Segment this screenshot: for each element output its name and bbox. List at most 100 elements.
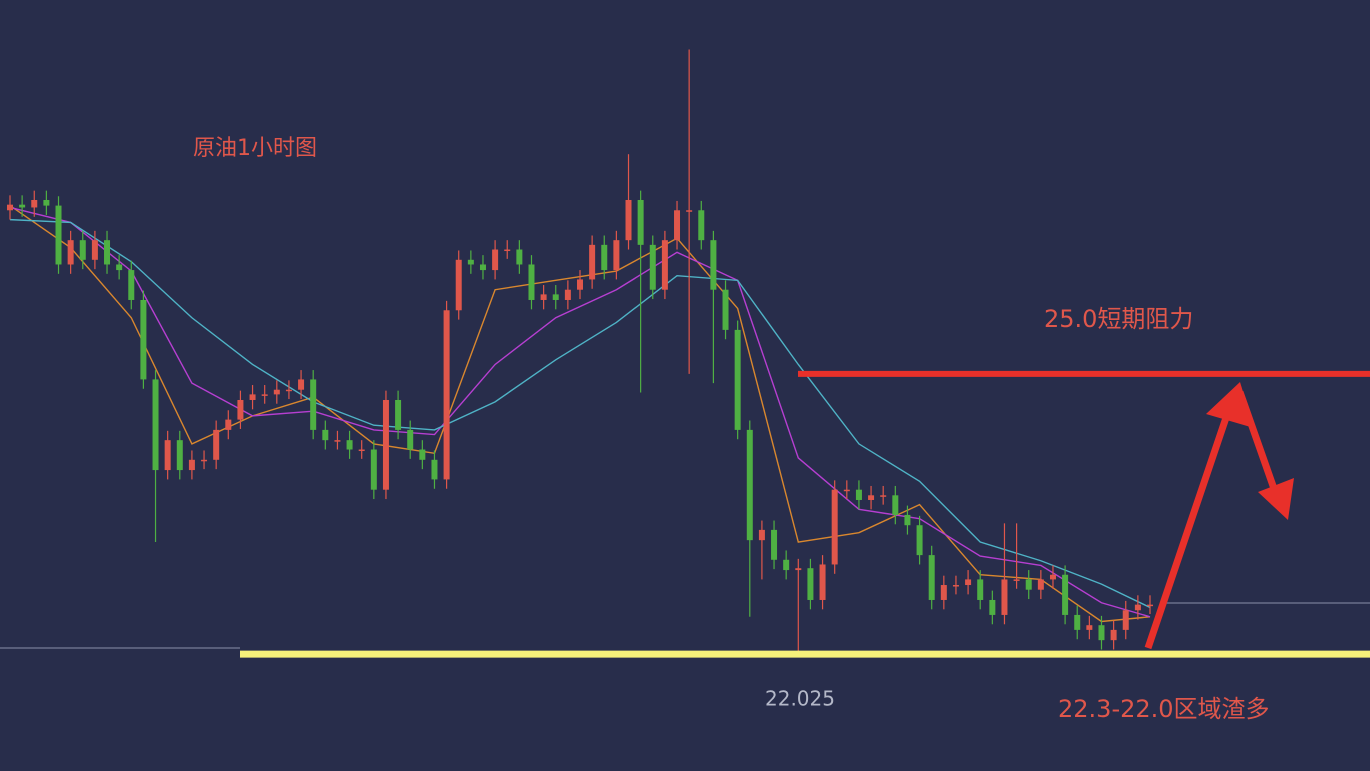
candle-body	[807, 568, 814, 600]
candle-body	[819, 564, 826, 600]
candle-body	[1110, 629, 1117, 641]
candle-body	[771, 529, 778, 560]
candle-body	[310, 379, 317, 430]
candle-body	[686, 210, 693, 212]
marks	[7, 49, 1370, 658]
candle-body	[504, 249, 511, 252]
candle-body	[322, 429, 329, 441]
candle-body	[1134, 604, 1141, 611]
candle-body	[1037, 579, 1044, 590]
candle-body	[407, 429, 414, 450]
candle-body	[795, 568, 802, 571]
candle-body	[868, 495, 875, 500]
candle-body	[965, 579, 972, 586]
candle-body	[358, 449, 365, 452]
candle-body	[467, 259, 474, 265]
candle-body	[540, 294, 547, 300]
candle-body	[637, 199, 644, 245]
candle-body	[552, 294, 559, 300]
arrow-up	[1144, 398, 1236, 650]
candle-body	[140, 299, 147, 380]
candle-body	[783, 559, 790, 571]
support-label: 22.3-22.0区域渣多	[1058, 695, 1270, 723]
candle-body	[431, 459, 438, 480]
candle-body	[443, 310, 450, 480]
candle-body	[128, 270, 135, 300]
candle-body	[1098, 625, 1105, 641]
candle-body	[104, 240, 111, 265]
candle-body	[285, 389, 292, 392]
candle-body	[989, 599, 996, 615]
candle-body	[1025, 579, 1032, 590]
moving-average	[9, 218, 1151, 609]
candle-body	[528, 264, 535, 300]
candle-body	[516, 249, 523, 265]
candle-body	[395, 399, 402, 430]
candle-body	[116, 264, 123, 271]
candle-body	[758, 529, 765, 541]
candle-body	[674, 210, 681, 241]
candle-body	[152, 379, 159, 471]
candle-body	[346, 440, 353, 450]
candle-body	[1013, 579, 1020, 581]
candle-body	[1049, 574, 1056, 580]
candle-body	[298, 379, 305, 390]
candle-body	[370, 449, 377, 490]
arrow	[1144, 382, 1294, 650]
candle-body	[176, 440, 183, 471]
candle-body	[698, 210, 705, 241]
candle-body	[19, 204, 26, 208]
candle-body	[880, 495, 887, 497]
candle-body	[7, 204, 13, 211]
low-label: 22.025	[765, 687, 835, 711]
chart-title: 原油1小时图	[193, 136, 317, 161]
moving-average	[9, 206, 1151, 618]
candle-body	[79, 240, 86, 260]
candle-body	[237, 399, 244, 420]
candle-body	[334, 440, 341, 442]
candle-body	[564, 289, 571, 300]
candle-body	[601, 244, 608, 271]
candle-body	[164, 440, 171, 471]
candle-body	[722, 289, 729, 330]
candle-body	[710, 240, 717, 290]
candle-body	[213, 429, 220, 460]
candle-body	[225, 419, 232, 430]
arrow-down	[1236, 390, 1282, 502]
candle-body	[1074, 614, 1081, 630]
candle-body	[855, 489, 862, 500]
candle-body	[261, 394, 268, 396]
candle-body	[625, 199, 632, 241]
candle-body	[273, 389, 280, 395]
candle-body	[455, 259, 462, 311]
candle-body	[613, 240, 620, 271]
candle-body	[940, 585, 947, 600]
candle-body	[928, 555, 935, 600]
candle-body	[31, 199, 38, 208]
candle-body	[492, 249, 499, 271]
candle-body	[734, 329, 741, 430]
candle-body	[589, 244, 596, 280]
candle-body	[661, 240, 668, 290]
candle-body	[188, 459, 195, 471]
candle-body	[201, 459, 208, 462]
candle-body	[831, 489, 838, 565]
candle-body	[904, 514, 911, 526]
candle-body	[1122, 610, 1129, 630]
candle-body	[577, 279, 583, 290]
candle-body	[1147, 604, 1153, 607]
candle-body	[649, 244, 656, 290]
candle-body	[67, 240, 74, 265]
candle-body	[382, 399, 389, 490]
candle-body	[843, 489, 850, 492]
candle-body	[43, 199, 50, 206]
candle-body	[1086, 625, 1093, 630]
candle-body	[479, 264, 486, 271]
candle-body	[892, 495, 899, 515]
candle-body	[1001, 579, 1008, 615]
candle-body	[55, 205, 62, 265]
arrow-head	[1258, 478, 1294, 520]
candle-body	[977, 579, 984, 600]
candle-body	[916, 525, 923, 556]
